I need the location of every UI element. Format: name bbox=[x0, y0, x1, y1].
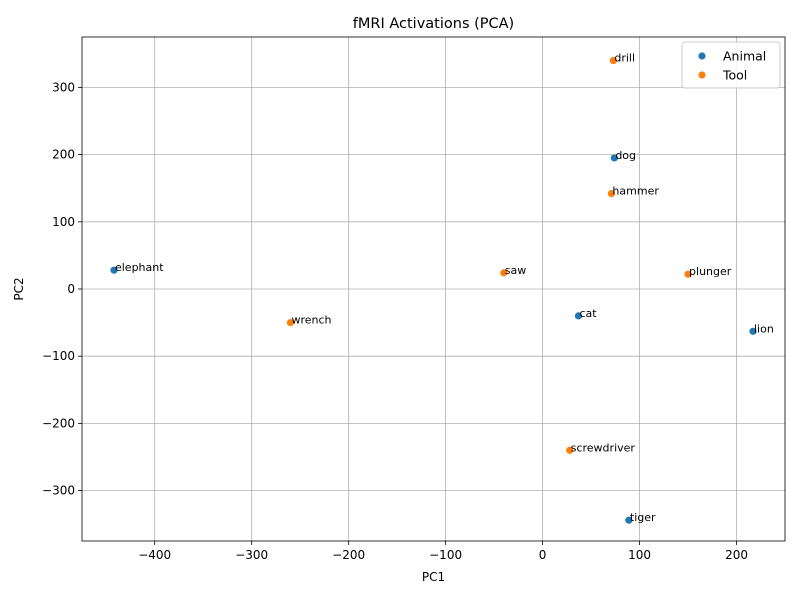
legend-label-animal: Animal bbox=[723, 49, 766, 64]
legend: Animal Tool bbox=[681, 41, 781, 89]
point-label-elephant: elephant bbox=[115, 261, 164, 274]
legend-marker-animal bbox=[698, 52, 706, 60]
legend-box bbox=[681, 41, 781, 89]
y-axis-label: PC2 bbox=[12, 277, 26, 300]
y-tick-label: 100 bbox=[52, 215, 75, 229]
point-saw bbox=[500, 269, 508, 277]
legend-label-tool: Tool bbox=[722, 68, 747, 83]
plot-frame bbox=[81, 36, 786, 542]
y-tick-label: 300 bbox=[52, 80, 75, 94]
point-label-cat: cat bbox=[579, 307, 597, 320]
point-labels: elephant dog cat lion tiger drill hammer saw plu… bbox=[115, 52, 774, 525]
point-label-saw: saw bbox=[505, 264, 526, 277]
x-axis-label: PC1 bbox=[422, 570, 445, 584]
point-label-wrench: wrench bbox=[291, 314, 331, 327]
x-tick-label: −400 bbox=[138, 548, 171, 562]
point-label-plunger: plunger bbox=[689, 265, 732, 278]
x-tick-label: 0 bbox=[539, 548, 547, 562]
legend-marker-tool bbox=[698, 71, 706, 79]
point-label-screwdriver: screwdriver bbox=[571, 441, 636, 454]
point-wrench bbox=[286, 319, 295, 327]
data-points bbox=[110, 56, 757, 524]
point-drill bbox=[609, 56, 617, 65]
point-label-lion: lion bbox=[754, 322, 774, 335]
y-tick-label: 0 bbox=[67, 282, 75, 296]
y-tick-label: −300 bbox=[42, 484, 75, 498]
point-label-drill: drill bbox=[614, 52, 635, 65]
x-tick-label: 100 bbox=[628, 548, 651, 562]
point-label-hammer: hammer bbox=[612, 185, 659, 198]
point-label-tiger: tiger bbox=[630, 511, 656, 524]
point-tiger bbox=[625, 516, 633, 524]
point-screwdriver bbox=[566, 446, 574, 454]
chart-title: fMRI Activations (PCA) bbox=[353, 16, 514, 32]
y-tick-label: −100 bbox=[42, 349, 75, 363]
point-hammer bbox=[607, 189, 616, 198]
point-cat bbox=[574, 312, 583, 320]
point-lion bbox=[749, 327, 757, 335]
y-tick-label: 200 bbox=[52, 148, 75, 162]
point-label-dog: dog bbox=[615, 149, 636, 162]
grid bbox=[82, 37, 785, 541]
point-dog bbox=[610, 154, 618, 162]
x-tick-label: −300 bbox=[235, 548, 268, 562]
x-tick-label: −100 bbox=[429, 548, 462, 562]
x-tick-label: −200 bbox=[332, 548, 365, 562]
point-plunger bbox=[684, 270, 692, 278]
y-tick-label: −200 bbox=[42, 416, 75, 430]
x-tick-label: 200 bbox=[725, 548, 748, 562]
point-elephant bbox=[110, 266, 118, 274]
axes: −400 −300 −200 −100 0 100 200 −300 −200 −100 0 100 2… bbox=[42, 36, 786, 562]
